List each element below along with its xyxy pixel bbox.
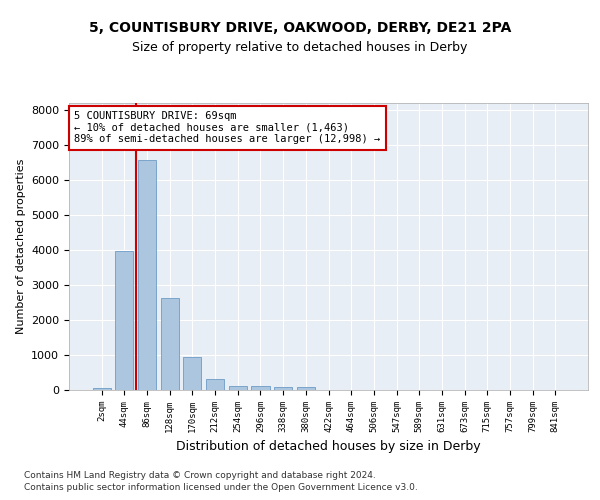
Bar [161, 298, 179, 390]
Text: Size of property relative to detached houses in Derby: Size of property relative to detached ho… [133, 41, 467, 54]
Bar [274, 387, 292, 390]
Bar [138, 160, 156, 390]
Bar [184, 356, 202, 390]
Text: 5 COUNTISBURY DRIVE: 69sqm
← 10% of detached houses are smaller (1,463)
89% of s: 5 COUNTISBURY DRIVE: 69sqm ← 10% of deta… [74, 111, 380, 144]
Text: Contains HM Land Registry data © Crown copyright and database right 2024.: Contains HM Land Registry data © Crown c… [24, 472, 376, 480]
Y-axis label: Number of detached properties: Number of detached properties [16, 158, 26, 334]
Bar [297, 388, 315, 390]
Bar [92, 388, 111, 390]
Bar [115, 251, 133, 390]
Text: 5, COUNTISBURY DRIVE, OAKWOOD, DERBY, DE21 2PA: 5, COUNTISBURY DRIVE, OAKWOOD, DERBY, DE… [89, 20, 511, 34]
Bar [251, 386, 269, 390]
X-axis label: Distribution of detached houses by size in Derby: Distribution of detached houses by size … [176, 440, 481, 454]
Text: Contains public sector information licensed under the Open Government Licence v3: Contains public sector information licen… [24, 483, 418, 492]
Bar [229, 386, 247, 390]
Bar [206, 380, 224, 390]
